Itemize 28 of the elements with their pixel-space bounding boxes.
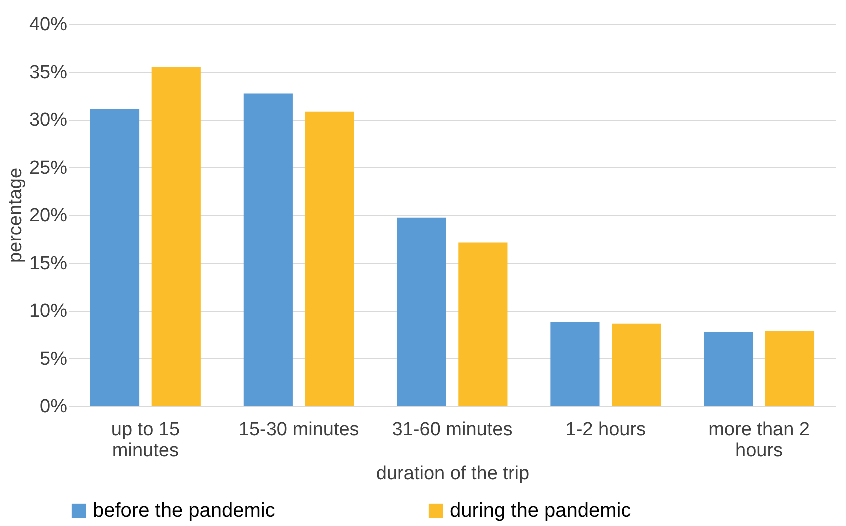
bar — [704, 332, 754, 406]
bar — [305, 112, 354, 406]
y-tick-label: 40% — [29, 14, 68, 36]
x-tick-label: up to 15 minutes — [111, 420, 180, 462]
legend-label: before the pandemic — [93, 500, 276, 522]
x-tick-label: 1-2 hours — [566, 420, 646, 440]
y-axis-title: percentage — [5, 168, 26, 264]
x-axis-title: duration of the trip — [376, 464, 530, 484]
bar — [397, 218, 446, 406]
x-tick-label: 15-30 minutes — [238, 420, 360, 440]
bar — [612, 324, 662, 406]
bar — [765, 332, 815, 406]
y-tick-label: 5% — [40, 348, 68, 370]
bar — [152, 66, 201, 406]
y-tick-label: 35% — [29, 62, 68, 84]
bar — [244, 94, 293, 406]
y-tick-label: 30% — [29, 110, 68, 131]
bar — [458, 242, 508, 406]
y-tick-label: 20% — [29, 206, 68, 226]
y-tick-label: 25% — [29, 158, 68, 179]
bar — [90, 108, 140, 406]
legend-label: during the pandemic — [450, 500, 632, 522]
x-tick-label: 31-60 minutes — [392, 420, 513, 440]
bar — [550, 322, 600, 406]
y-tick-label: 15% — [29, 253, 68, 274]
y-tick-label: 10% — [29, 301, 68, 322]
x-tick-label: more than 2 hours — [708, 420, 810, 462]
y-tick-label: 0% — [40, 396, 68, 418]
